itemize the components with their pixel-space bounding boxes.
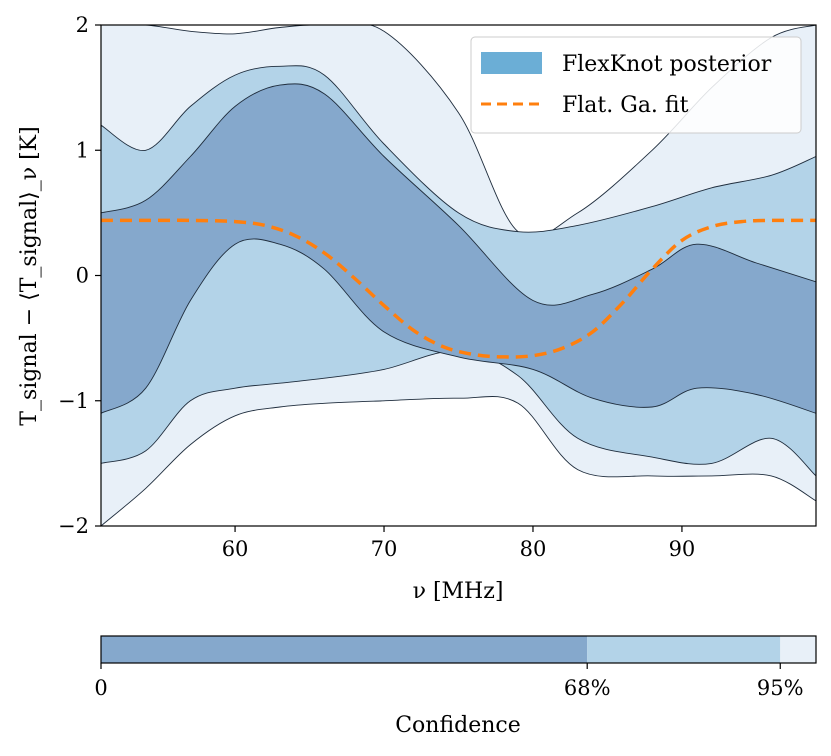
colorbar-tick-label: 95%: [757, 676, 804, 700]
legend-label-fit: Flat. Ga. fit: [562, 93, 689, 118]
x-tick-label: 80: [520, 537, 547, 561]
colorbar-frame: [100, 635, 817, 664]
y-ticks: −2 −1 0 1 2: [58, 13, 101, 538]
y-tick-label: 2: [76, 13, 89, 37]
colorbar-tick-label: 68%: [564, 676, 611, 700]
colorbar-segment: [587, 636, 781, 663]
colorbar-ticks: 0 68% 95%: [94, 663, 804, 700]
x-tick-label: 70: [371, 537, 398, 561]
main-plot: 60 70 80 90 −2 −1 0 1 2 ν [MHz] T_signal − ⟨T_s…: [17, 13, 817, 604]
colorbar-label: Confidence: [395, 713, 521, 738]
x-axis-label: ν [MHz]: [413, 579, 504, 604]
colorbar-segment: [780, 636, 816, 663]
fit-line: [101, 218, 816, 359]
x-ticks: 60 70 80 90: [222, 526, 696, 561]
legend-patch: [481, 52, 542, 74]
colorbar-tick-label: 0: [94, 676, 107, 700]
legend-label-posterior: FlexKnot posterior: [562, 52, 772, 77]
x-tick-label: 90: [669, 537, 696, 561]
colorbar-segment: [101, 636, 588, 663]
legend: FlexKnot posterior Flat. Ga. fit: [470, 36, 802, 134]
legend-box: [470, 36, 802, 134]
y-tick-label: −2: [58, 514, 89, 538]
y-tick-label: 0: [76, 264, 89, 288]
y-tick-label: 1: [76, 138, 89, 162]
colorbar: 0 68% 95% Confidence: [94, 635, 817, 738]
y-tick-label: −1: [58, 389, 89, 413]
x-tick-label: 60: [222, 537, 249, 561]
colorbar-segments: [101, 636, 816, 663]
y-axis-label: T_signal − ⟨T_signal⟩_ν [K]: [17, 126, 42, 425]
confidence-bands: [101, 25, 816, 526]
fit-line-layer: [101, 218, 816, 359]
